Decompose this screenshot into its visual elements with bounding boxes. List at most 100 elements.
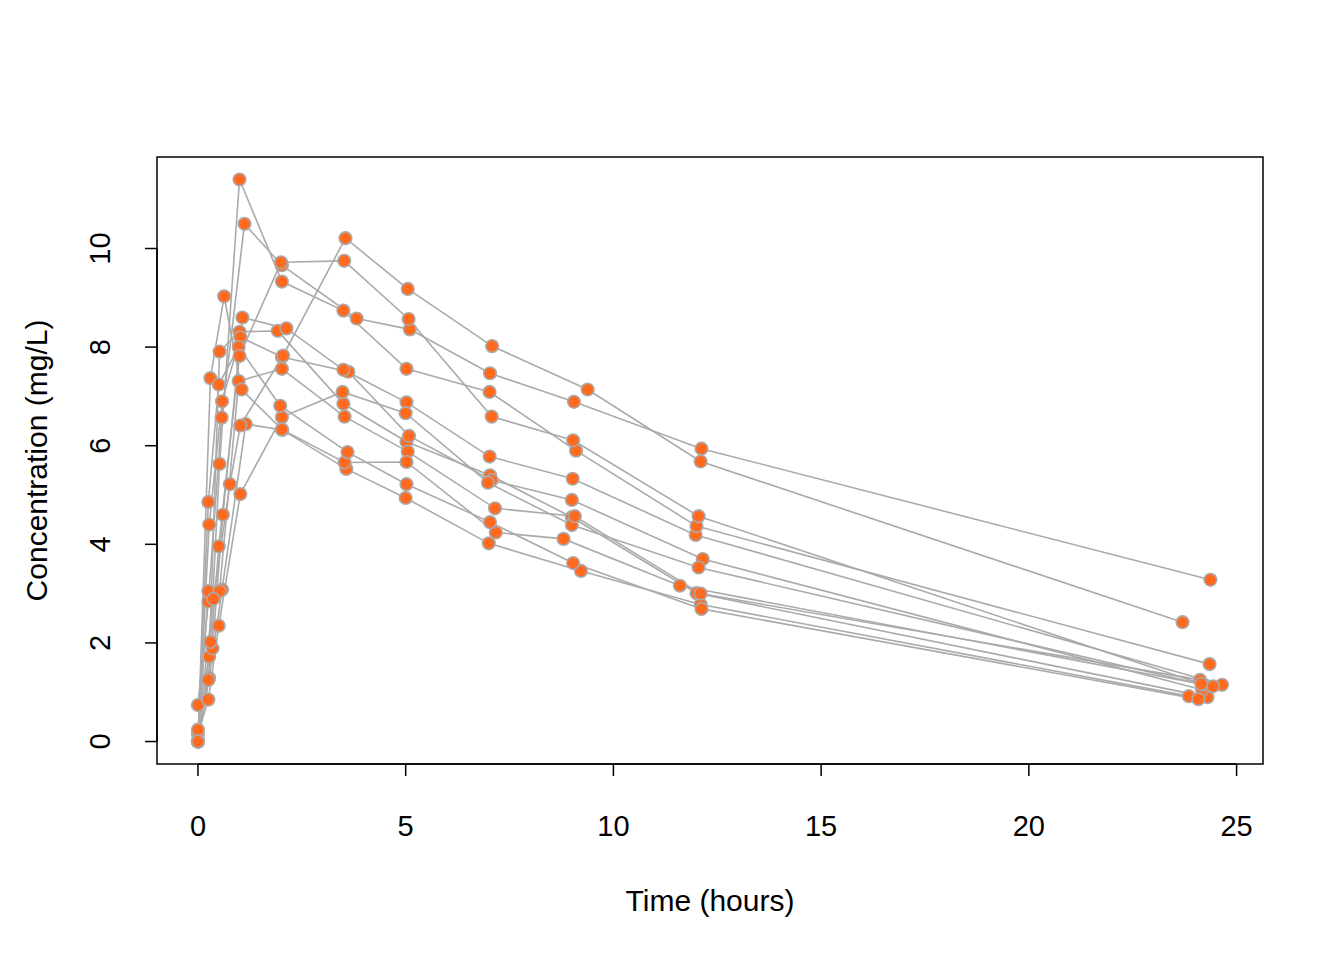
y-tick-label: 6: [84, 438, 116, 454]
plot-frame: [157, 157, 1263, 764]
data-point: [483, 386, 496, 399]
data-point: [215, 411, 228, 424]
data-point: [192, 735, 205, 748]
data-point: [566, 472, 579, 485]
data-point: [212, 619, 225, 632]
data-point: [202, 496, 215, 509]
data-point: [192, 723, 205, 736]
data-point: [341, 446, 354, 459]
y-tick: [145, 346, 157, 348]
y-tick: [145, 544, 157, 546]
data-point: [233, 173, 246, 186]
data-point: [1207, 680, 1220, 693]
data-point: [694, 587, 707, 600]
data-point: [695, 442, 708, 455]
data-point: [280, 322, 293, 335]
x-tick: [405, 764, 407, 776]
data-point: [399, 407, 412, 420]
data-point: [276, 275, 289, 288]
data-point: [276, 423, 289, 436]
data-point: [336, 386, 349, 399]
data-point: [192, 735, 205, 748]
data-point: [192, 735, 205, 748]
data-point: [581, 383, 594, 396]
x-tick-label: 0: [190, 810, 206, 842]
y-tick: [145, 642, 157, 644]
data-point: [233, 350, 246, 363]
x-tick-label: 5: [398, 810, 414, 842]
data-point: [401, 283, 414, 296]
data-point: [489, 502, 502, 515]
x-axis-label: Time (hours): [626, 884, 795, 917]
data-point: [192, 735, 205, 748]
data-point: [400, 478, 413, 491]
series-line: [198, 424, 1189, 742]
data-point: [484, 367, 497, 380]
y-axis-line: [156, 249, 158, 742]
x-tick-label: 10: [597, 810, 629, 842]
data-point: [482, 476, 495, 489]
data-point: [275, 256, 288, 269]
data-point: [202, 674, 215, 687]
data-point: [204, 636, 217, 649]
data-point: [350, 312, 363, 325]
data-point: [1176, 616, 1189, 629]
x-tick-label: 15: [805, 810, 837, 842]
data-point: [192, 735, 205, 748]
data-point: [235, 383, 248, 396]
series-line: [198, 392, 1204, 734]
y-tick-label: 4: [84, 536, 116, 552]
data-point: [276, 362, 289, 375]
series-line: [198, 369, 1200, 742]
data-point: [695, 603, 708, 616]
x-axis-line: [198, 763, 1237, 765]
data-point: [338, 255, 351, 268]
data-point: [274, 399, 287, 412]
series-line: [198, 238, 1183, 730]
data-point: [276, 424, 289, 437]
data-point: [213, 458, 226, 471]
x-tick: [197, 764, 199, 776]
data-point: [692, 510, 705, 523]
data-point: [1192, 693, 1205, 706]
data-point: [402, 313, 415, 326]
series-line: [198, 261, 1201, 742]
data-point: [192, 735, 205, 748]
data-point: [202, 693, 215, 706]
data-point: [192, 735, 205, 748]
y-tick: [145, 445, 157, 447]
data-point: [568, 396, 581, 409]
data-point: [337, 304, 350, 317]
data-point: [692, 561, 705, 574]
data-point: [203, 518, 216, 531]
x-tick: [1028, 764, 1030, 776]
data-point: [216, 395, 229, 408]
data-point: [338, 410, 351, 423]
data-point: [213, 345, 226, 358]
y-tick-label: 10: [84, 232, 116, 264]
data-point: [276, 411, 289, 424]
data-point: [212, 540, 225, 553]
data-point: [207, 593, 220, 606]
data-point: [567, 434, 580, 447]
y-tick-label: 0: [84, 733, 116, 749]
y-tick: [145, 248, 157, 250]
data-point: [483, 450, 496, 463]
data-point: [1195, 678, 1208, 691]
x-tick: [820, 764, 822, 776]
x-tick: [613, 764, 615, 776]
series-line: [198, 337, 1202, 741]
data-point: [568, 510, 581, 523]
y-tick-label: 8: [84, 339, 116, 355]
data-point: [1204, 574, 1217, 587]
chart: 05101520250246810Time (hours)Concentrati…: [0, 0, 1344, 960]
data-point: [694, 455, 707, 468]
data-point: [1203, 658, 1216, 671]
x-tick-label: 20: [1013, 810, 1045, 842]
data-point: [192, 735, 205, 748]
y-axis-label: Concentration (mg/L): [20, 320, 53, 602]
data-point: [557, 533, 570, 546]
data-point: [337, 398, 350, 411]
data-point: [234, 488, 247, 501]
data-point: [674, 579, 687, 592]
